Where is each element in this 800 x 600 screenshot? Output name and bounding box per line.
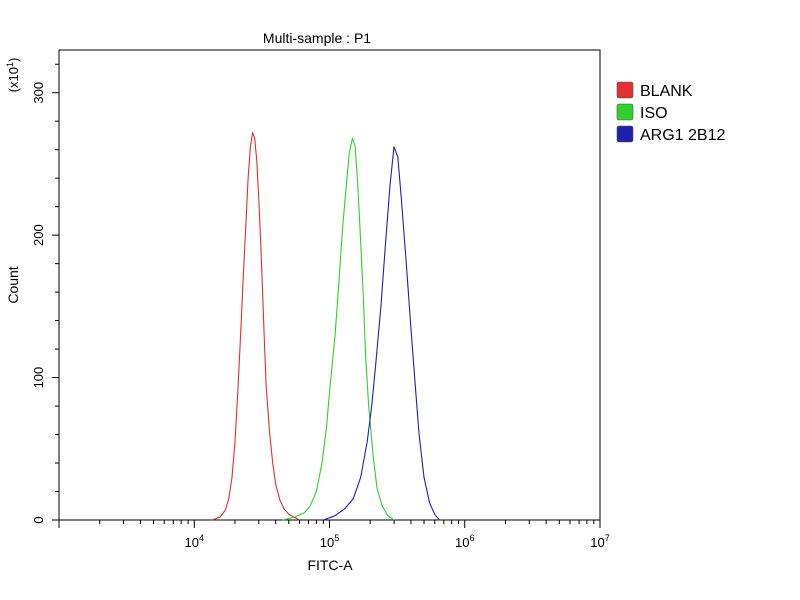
- chart-title: Multi-sample : P1: [263, 30, 371, 46]
- y-axis-ticks: 0 100 200 300: [31, 63, 59, 524]
- x-tick-label: 106: [455, 533, 474, 550]
- plot-frame: [58, 49, 601, 521]
- x-tick-exponent: 4: [199, 533, 204, 543]
- y-multiplier-label: (x101): [5, 58, 21, 93]
- series-line-arg1-2b12: [323, 146, 440, 521]
- series-line-blank: [211, 132, 300, 521]
- x-tick-exponent: 6: [469, 533, 474, 543]
- x-tick-exponent: 5: [334, 533, 339, 543]
- x-axis-ticks: 104 105 106 107: [58, 520, 610, 550]
- x-tick-base: 10: [320, 535, 334, 550]
- y-multiplier-suffix: ): [6, 58, 21, 62]
- series-layer: [211, 132, 440, 521]
- x-tick-label: 107: [590, 533, 609, 550]
- x-axis-title: FITC-A: [307, 557, 353, 573]
- y-multiplier-prefix: (x10: [6, 67, 21, 92]
- legend-swatch: [616, 125, 634, 143]
- series-line-iso: [282, 137, 395, 521]
- x-tick-label: 104: [185, 533, 204, 550]
- y-tick-label: 200: [31, 224, 46, 246]
- legend-swatch: [616, 81, 634, 99]
- legend-swatch: [616, 103, 634, 121]
- x-tick-exponent: 7: [605, 533, 610, 543]
- legend: BLANK ISO ARG1 2B12: [616, 81, 725, 144]
- legend-label: ISO: [640, 105, 668, 122]
- legend-label: BLANK: [640, 83, 693, 100]
- y-multiplier-exponent: 1: [5, 62, 15, 67]
- x-tick-base: 10: [590, 535, 604, 550]
- legend-label: ARG1 2B12: [640, 127, 725, 144]
- x-tick-base: 10: [455, 535, 469, 550]
- y-tick-label: 100: [31, 367, 46, 389]
- x-tick-base: 10: [185, 535, 199, 550]
- y-axis-title: Count: [5, 266, 21, 303]
- y-tick-label: 0: [31, 516, 46, 523]
- x-tick-label: 105: [320, 533, 339, 550]
- y-tick-label: 300: [31, 82, 46, 104]
